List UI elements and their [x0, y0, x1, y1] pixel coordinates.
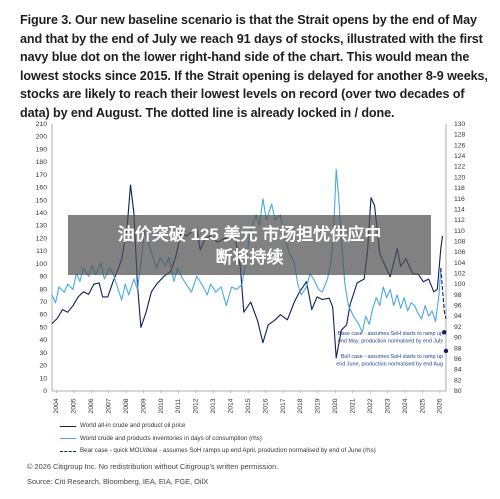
y-right-tick-label: 90 [454, 335, 462, 342]
x-tick-label: 2023 [384, 398, 391, 413]
y-left-tick-label: 40 [39, 337, 47, 344]
news-banner: 油价突破 125 美元 市场担忧供应中 断将持续 [68, 215, 431, 275]
y-right-tick-label: 116 [454, 196, 465, 203]
x-tick-label: 2025 [419, 398, 426, 413]
y-right-tick-label: 102 [454, 271, 466, 278]
legend-swatch-price [60, 425, 76, 427]
series-line-2 [440, 268, 447, 320]
banner-line-2: 断将持续 [215, 248, 284, 267]
y-right-tick-label: 104 [454, 260, 466, 267]
y-right-tick-label: 92 [454, 324, 462, 331]
y-right-tick-label: 112 [454, 217, 465, 224]
annotation-text: end May, production normalised by end Ju… [338, 339, 443, 345]
y-right-tick-label: 82 [454, 377, 462, 384]
legend-swatch-bear-case [60, 450, 76, 452]
y-left-tick-label: 90 [39, 274, 47, 281]
y-right-tick-label: 80 [454, 388, 462, 395]
copyright-note: © 2026 Citigroup Inc. No redistribution … [27, 462, 279, 471]
annotation-text: end June, production normalised by end A… [336, 362, 443, 368]
legend-item-inventories: World crude and products inventories in … [60, 433, 376, 446]
chart-title: Figure 3. Our new baseline scenario is t… [20, 13, 488, 120]
y-left-tick-label: 10 [39, 375, 47, 382]
y-left-tick-label: 100 [36, 261, 48, 268]
y-left-tick-label: 120 [36, 235, 48, 242]
legend-label-bear-case: Bear case - quick MOU/deal - assumes SoH… [80, 447, 376, 455]
x-tick-label: 2018 [297, 398, 304, 413]
y-left-tick-label: 210 [36, 121, 48, 128]
legend: World all-in crude and product oil price… [60, 420, 376, 458]
annotation-text: Base case - assumes SoH starts to ramp u… [338, 331, 443, 337]
annotation-text: Bull case - assumes SoH starts to ramp u… [341, 354, 443, 360]
x-tick-label: 2009 [140, 398, 147, 413]
y-right-tick-label: 130 [454, 121, 466, 128]
x-tick-label: 2013 [210, 398, 217, 413]
legend-label-price: World all-in crude and product oil price [80, 422, 186, 429]
y-left-tick-label: 60 [39, 312, 47, 319]
legend-item-price: World all-in crude and product oil price [60, 420, 376, 433]
y-left-tick-label: 160 [36, 185, 48, 192]
x-tick-label: 2011 [175, 398, 182, 413]
x-tick-label: 2012 [193, 398, 200, 413]
x-tick-label: 2007 [105, 398, 112, 413]
y-right-tick-label: 106 [454, 249, 466, 256]
y-right-tick-label: 122 [454, 164, 466, 171]
x-tick-label: 2010 [158, 398, 165, 413]
x-tick-label: 2008 [123, 398, 130, 413]
x-tick-label: 2026 [437, 398, 444, 413]
x-tick-label: 2017 [280, 398, 287, 413]
y-right-tick-label: 110 [454, 228, 465, 235]
y-right-tick-label: 100 [454, 281, 466, 288]
y-left-tick-label: 140 [36, 210, 48, 217]
banner-line-1: 油价突破 125 美元 市场担忧供应中 [117, 225, 382, 244]
y-right-tick-label: 128 [454, 132, 466, 139]
y-left-tick-label: 110 [36, 248, 47, 255]
footer: © 2026 Citigroup Inc. No redistribution … [27, 460, 278, 490]
x-tick-label: 2016 [262, 398, 269, 413]
y-right-tick-label: 88 [454, 345, 462, 352]
y-left-tick-label: 70 [39, 299, 47, 306]
x-tick-label: 2022 [367, 398, 374, 413]
y-right-tick-label: 84 [454, 367, 462, 374]
y-left-tick-label: 150 [36, 197, 48, 204]
y-right-tick-label: 126 [454, 142, 466, 149]
series-line-1 [51, 168, 442, 333]
y-left-tick-label: 200 [36, 134, 48, 141]
y-right-tick-label: 120 [454, 174, 466, 181]
y-right-tick-label: 108 [454, 238, 466, 245]
y-right-tick-label: 118 [454, 185, 465, 192]
y-left-tick-label: 180 [36, 159, 48, 166]
x-tick-label: 2024 [402, 398, 409, 413]
legend-swatch-inventories [60, 438, 76, 440]
x-tick-label: 2019 [315, 398, 322, 413]
legend-label-inventories: World crude and products inventories in … [80, 434, 262, 442]
y-right-tick-label: 114 [454, 206, 465, 213]
x-tick-label: 2014 [227, 398, 234, 413]
y-left-tick-label: 0 [43, 388, 47, 395]
x-tick-label: 2020 [332, 398, 339, 413]
series-dot-3 [442, 330, 447, 335]
y-left-tick-label: 50 [39, 324, 47, 331]
y-left-tick-label: 20 [39, 363, 47, 370]
series-dot-4 [443, 348, 449, 354]
y-right-tick-label: 98 [454, 292, 462, 299]
y-left-tick-label: 130 [36, 223, 48, 230]
x-tick-label: 2005 [71, 398, 78, 413]
y-right-tick-label: 96 [454, 303, 462, 310]
y-left-tick-label: 170 [36, 172, 48, 179]
y-right-tick-label: 86 [454, 356, 462, 363]
y-right-tick-label: 124 [454, 153, 466, 160]
x-tick-label: 2006 [88, 398, 95, 413]
y-right-tick-label: 94 [454, 313, 462, 320]
y-left-tick-label: 190 [36, 146, 48, 153]
source-note: Source: Citi Research, Bloomberg, IEA, E… [27, 476, 209, 486]
y-left-tick-label: 80 [39, 286, 47, 293]
x-tick-label: 2021 [350, 398, 357, 413]
y-left-tick-label: 30 [39, 350, 47, 357]
x-tick-label: 2004 [53, 398, 60, 413]
legend-item-bear-case: Bear case - quick MOU/deal - assumes SoH… [60, 445, 376, 458]
x-tick-label: 2015 [245, 398, 252, 413]
